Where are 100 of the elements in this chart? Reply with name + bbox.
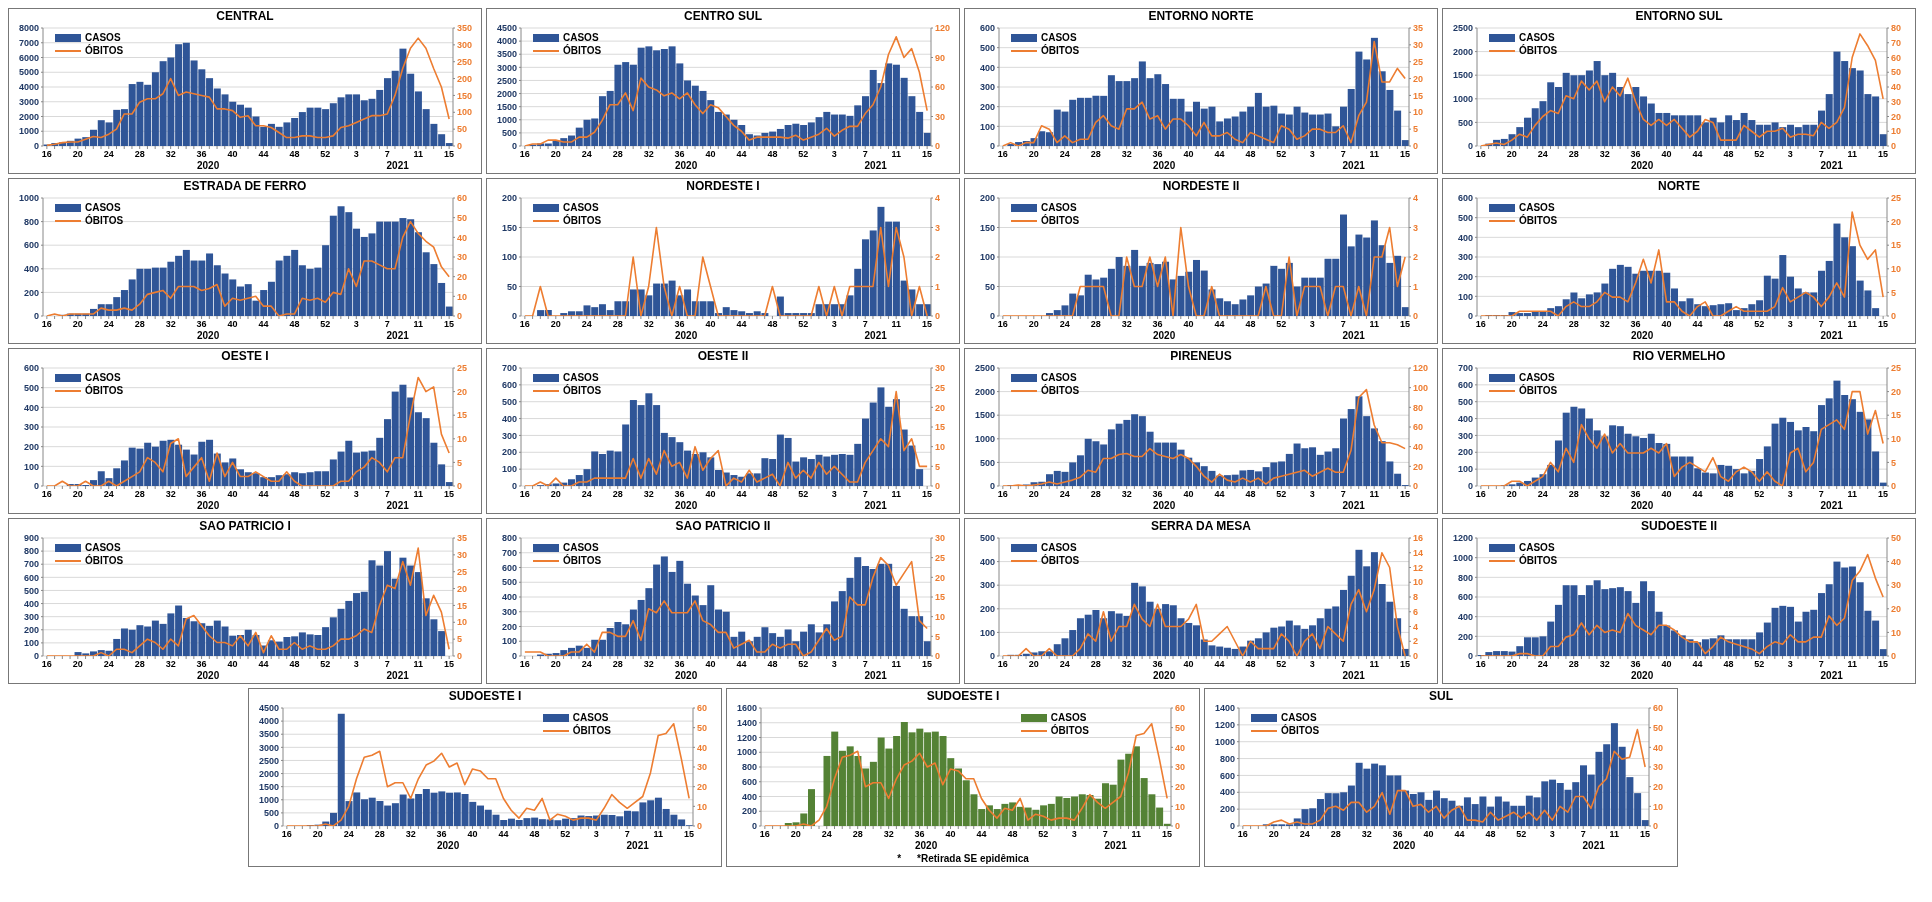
- y2-tick-label: 0: [1413, 311, 1419, 322]
- x-tick-label: 16: [281, 829, 292, 840]
- chart-title: CENTRO SUL: [683, 9, 763, 24]
- y2-tick-label: 0: [1413, 651, 1419, 662]
- x-tick-label: 11: [653, 829, 663, 840]
- y-tick-label: 1200: [1214, 720, 1235, 731]
- x-tick-label: 40: [1661, 319, 1672, 330]
- x-tick-label: 16: [519, 149, 530, 160]
- y-tick-label: 400: [23, 598, 39, 609]
- y-tick-label: 0: [1467, 311, 1473, 322]
- y2-tick-label: 40: [697, 742, 708, 753]
- x-tick-label: 24: [103, 659, 114, 670]
- x-tick-label: 36: [674, 659, 685, 670]
- x-tick-label: 44: [1214, 659, 1225, 670]
- chart-title: RIO VERMELHO: [1631, 349, 1727, 364]
- x-tick-label: 24: [581, 319, 592, 330]
- x-tick-label: 36: [196, 659, 207, 670]
- x-tick-label: 36: [196, 319, 207, 330]
- y2-tick-label: 40: [457, 232, 468, 243]
- legend-label: CASOS: [563, 32, 599, 43]
- y-tick-label: 200: [23, 624, 39, 635]
- x-tick-label: 7: [384, 319, 390, 330]
- y-tick-label: 700: [23, 559, 39, 570]
- x-tick-label: 7: [1340, 659, 1346, 670]
- y-tick-label: 1200: [1452, 533, 1473, 544]
- y2-tick-label: 20: [1413, 461, 1424, 472]
- y-tick-label: 0: [989, 141, 995, 152]
- x-tick-label: 28: [1330, 829, 1341, 840]
- x-tick-label: 36: [674, 489, 685, 500]
- x-tick-label: 48: [1723, 659, 1734, 670]
- y2-tick-label: 0: [1653, 821, 1659, 832]
- x-tick-label: 52: [798, 149, 809, 160]
- x-tick-label: 32: [1121, 659, 1132, 670]
- text: 2020: [1152, 670, 1176, 681]
- y-tick-label: 1000: [1214, 736, 1235, 747]
- x-tick-label: 24: [1299, 829, 1310, 840]
- x-tick-label: 28: [612, 149, 623, 160]
- y-tick-label: 1000: [1452, 94, 1473, 104]
- y-tick-label: 600: [1457, 380, 1473, 391]
- legend-label: CASOS: [1281, 712, 1317, 723]
- x-tick-label: 28: [134, 659, 145, 670]
- x-tick-label: 15: [1878, 149, 1889, 160]
- y2-tick-label: 20: [935, 572, 946, 583]
- y-tick-label: 0: [511, 311, 517, 322]
- y-tick-label: 500: [979, 457, 995, 468]
- x-tick-label: 52: [1754, 489, 1765, 500]
- x-tick-label: 15: [444, 489, 455, 500]
- legend-label: CASOS: [563, 542, 599, 553]
- x-tick-label: 40: [1183, 489, 1194, 500]
- legend-label: CASOS: [85, 542, 121, 553]
- chart-title: ESTRADA DE FERRO: [182, 179, 308, 194]
- y-tick-label: 0: [989, 311, 995, 322]
- y-tick-label: 1000: [258, 794, 279, 805]
- y-tick-label: 100: [23, 638, 39, 649]
- y-tick-label: 800: [1457, 572, 1473, 583]
- x-tick-label: 36: [1152, 319, 1163, 330]
- x-tick-label: 36: [1630, 319, 1641, 330]
- legend-label: ÓBITOS: [85, 385, 124, 396]
- x-tick-label: 48: [1007, 829, 1018, 840]
- y-tick-label: 900: [23, 533, 39, 544]
- chart-title: SUDOESTE II: [1640, 519, 1718, 534]
- y-tick-label: 600: [23, 363, 39, 374]
- x-tick-label: 24: [581, 489, 592, 500]
- x-tick-label: 11: [1131, 829, 1141, 840]
- x-tick-label: 20: [72, 659, 83, 670]
- legend-label: CASOS: [1041, 202, 1077, 213]
- y-tick-label: 2500: [974, 363, 995, 374]
- y2-tick-label: 14: [1413, 547, 1424, 558]
- text: 2020: [914, 840, 938, 851]
- x-tick-label: 16: [997, 149, 1008, 160]
- y-tick-label: 2000: [258, 768, 279, 779]
- y2-tick-label: 150: [457, 90, 473, 101]
- y-tick-label: 5000: [18, 67, 39, 78]
- y-tick-label: 50: [984, 281, 995, 292]
- y2-tick-label: 5: [1891, 287, 1897, 298]
- y-tick-label: 700: [501, 363, 517, 374]
- y-tick-label: 4500: [496, 23, 517, 34]
- x-tick-label: 11: [1847, 149, 1857, 160]
- y-tick-label: 50: [506, 281, 517, 292]
- x-tick-label: 36: [674, 149, 685, 160]
- chart-title: CENTRAL: [215, 9, 275, 24]
- x-tick-label: 36: [196, 489, 207, 500]
- x-tick-label: 3: [353, 489, 359, 500]
- x-tick-label: 28: [1090, 319, 1101, 330]
- y-tick-label: 400: [1457, 232, 1473, 243]
- text: 2021: [1820, 670, 1843, 681]
- x-tick-label: 40: [1661, 149, 1672, 160]
- legend-label: CASOS: [85, 32, 121, 43]
- x-tick-label: 44: [976, 829, 987, 840]
- y2-tick-label: 2: [935, 252, 941, 263]
- x-tick-label: 44: [498, 829, 509, 840]
- y2-tick-label: 0: [1891, 651, 1897, 662]
- y2-tick-label: 35: [1413, 23, 1424, 34]
- text: 2020: [674, 500, 698, 511]
- y2-tick-label: 15: [1413, 90, 1424, 101]
- x-tick-label: 11: [891, 319, 901, 330]
- legend-label: ÓBITOS: [1041, 215, 1080, 226]
- x-tick-label: 32: [405, 829, 416, 840]
- x-tick-label: 52: [798, 319, 809, 330]
- y2-tick-label: 50: [1891, 533, 1902, 544]
